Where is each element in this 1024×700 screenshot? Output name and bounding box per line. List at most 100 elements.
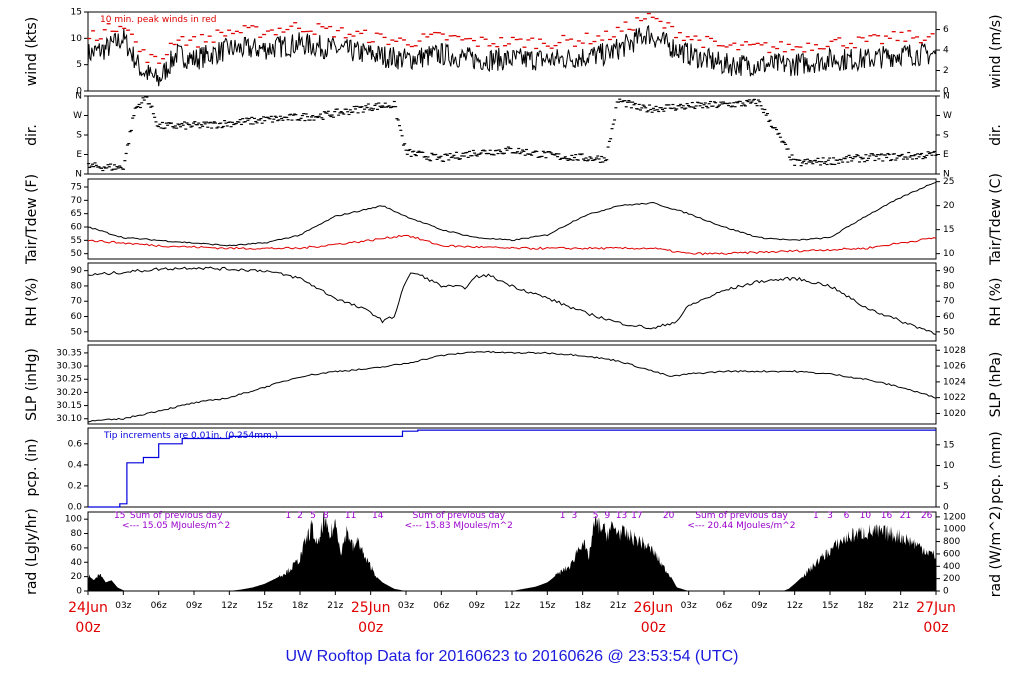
rad-ytick-label: 60 xyxy=(71,543,83,553)
slp-y2label: SLP (hPa) xyxy=(988,352,1004,418)
rad-sum-energy: <--- 15.83 MJoules/m^2 xyxy=(405,521,513,531)
wind-ytick-label: 15 xyxy=(71,8,82,18)
slp-ytick-label: 30.10 xyxy=(56,414,82,424)
temp-y2tick-label: 10 xyxy=(943,249,955,259)
wind-y2tick-label: 4 xyxy=(943,46,949,56)
slp-ytick-label: 30.25 xyxy=(56,375,82,385)
slp-y2tick-label: 1020 xyxy=(943,409,966,419)
wind-ylabel: wind (kts) xyxy=(24,17,40,86)
dir-ylabel: dir. xyxy=(24,124,40,146)
x-tick-label: 09z xyxy=(186,601,202,611)
wind-note: 10 min. peak winds in red xyxy=(100,15,217,25)
chart-footer-title: UW Rooftop Data for 20160623 to 20160626… xyxy=(285,648,739,665)
rad-hour-label: 26 xyxy=(921,511,933,521)
rad-ytick-label: 100 xyxy=(65,515,82,525)
rh-y2tick-label: 80 xyxy=(943,281,955,291)
pcp-y2tick-label: 5 xyxy=(943,482,949,492)
rad-ylabel: rad (Lgly/hr) xyxy=(24,508,40,595)
x-tick-label: 15z xyxy=(257,601,273,611)
rh-ytick-label: 90 xyxy=(71,266,83,276)
pcp-ytick-label: 0.0 xyxy=(68,503,83,513)
rad-sum-label: Sum of previous day xyxy=(695,511,788,521)
rad-ytick-label: 20 xyxy=(71,572,83,582)
temp-ytick-label: 60 xyxy=(71,223,83,233)
pcp-series-pcp xyxy=(88,429,936,508)
dir-ytick-label: S xyxy=(76,131,82,141)
x-tick-label: 21z xyxy=(610,601,626,611)
temp-y2tick-label: 25 xyxy=(943,177,954,187)
dir-ytick-label: W xyxy=(73,111,82,121)
rad-ytick-label: 80 xyxy=(71,529,83,539)
rh-ytick-label: 80 xyxy=(71,281,83,291)
wind-ytick-label: 5 xyxy=(76,60,82,70)
x-tick-label: 21z xyxy=(893,601,909,611)
temp-ytick-label: 65 xyxy=(71,209,82,219)
pcp-y2tick-label: 0 xyxy=(943,503,949,513)
rad-y2label: rad (W/m^2) xyxy=(988,506,1004,597)
rad-day-value: 15 xyxy=(114,511,125,521)
x-tick-label: 18z xyxy=(292,601,308,611)
dir-y2tick-label: N xyxy=(943,170,950,180)
dir-ytick-label: N xyxy=(75,92,82,102)
rh-y2tick-label: 60 xyxy=(943,312,955,322)
slp-series-SLP xyxy=(87,350,937,423)
rad-sum-energy: <--- 15.05 MJoules/m^2 xyxy=(122,521,230,531)
x-day-label: 27Jun xyxy=(916,600,956,616)
rh-ytick-label: 60 xyxy=(71,312,83,322)
x-day-sub: 00z xyxy=(75,620,100,636)
temp-y2tick-label: 20 xyxy=(943,201,955,211)
pcp-ytick-label: 0.6 xyxy=(68,439,83,449)
temp-ytick-label: 70 xyxy=(71,196,83,206)
rad-hour-label: 6 xyxy=(844,511,850,521)
dir-series-direction xyxy=(87,96,938,172)
rad-y2tick-label: 1200 xyxy=(943,512,966,522)
rh-series-RH xyxy=(87,266,937,335)
rh-frame xyxy=(87,262,937,342)
wind-y2tick-label: 0 xyxy=(943,87,949,97)
dir-ytick-label: N xyxy=(75,170,82,180)
rh-y2tick-label: 50 xyxy=(943,327,955,337)
x-day-sub: 00z xyxy=(641,620,666,636)
x-tick-label: 06z xyxy=(433,601,449,611)
temp-y2label: Tair/Tdew (C) xyxy=(988,173,1004,266)
x-tick-label: 09z xyxy=(469,601,485,611)
dir-y2label: dir. xyxy=(988,124,1004,146)
x-day-label: 25Jun xyxy=(351,600,391,616)
dir-ytick-label: E xyxy=(76,150,82,160)
rad-y2tick-label: 400 xyxy=(943,562,960,572)
rad-hour-label: 5 xyxy=(310,511,316,521)
x-tick-label: 18z xyxy=(575,601,591,611)
slp-ytick-label: 30.15 xyxy=(56,401,82,411)
x-tick-label: 06z xyxy=(151,601,167,611)
pcp-ytick-label: 0.4 xyxy=(68,460,83,470)
rad-hour-label: 16 xyxy=(881,511,893,521)
x-tick-label: 03z xyxy=(115,601,131,611)
slp-ytick-label: 30.30 xyxy=(56,362,82,372)
x-day-label: 26Jun xyxy=(633,600,673,616)
x-tick-label: 03z xyxy=(398,601,414,611)
pcp-y2tick-label: 10 xyxy=(943,461,955,471)
rh-y2label: RH (%) xyxy=(988,278,1004,327)
x-day-label: 24Jun xyxy=(68,600,108,616)
temp-series-Tdew xyxy=(87,234,937,256)
temp-ylabel: Tair/Tdew (F) xyxy=(24,174,40,265)
rad-sum-label: Sum of previous day xyxy=(130,511,223,521)
temp-ytick-label: 75 xyxy=(71,183,82,193)
rad-hour-label: 17 xyxy=(631,511,642,521)
wind-y2label: wind (m/s) xyxy=(988,14,1004,88)
rad-sum-energy: <--- 20.44 MJoules/m^2 xyxy=(687,521,795,531)
rad-ytick-label: 0 xyxy=(76,587,82,597)
rad-hour-label: 20 xyxy=(663,511,675,521)
wind-ytick-label: 0 xyxy=(76,87,82,97)
dir-y2tick-label: N xyxy=(943,92,950,102)
rad-y2tick-label: 800 xyxy=(943,537,960,547)
x-tick-label: 09z xyxy=(751,601,767,611)
rh-ytick-label: 70 xyxy=(71,297,83,307)
rad-hour-label: 1 xyxy=(285,511,291,521)
rad-hour-label: 1 xyxy=(560,511,566,521)
wind-ytick-label: 10 xyxy=(71,34,83,44)
rh-ytick-label: 50 xyxy=(71,327,83,337)
x-tick-label: 15z xyxy=(822,601,838,611)
x-tick-label: 12z xyxy=(504,601,520,611)
